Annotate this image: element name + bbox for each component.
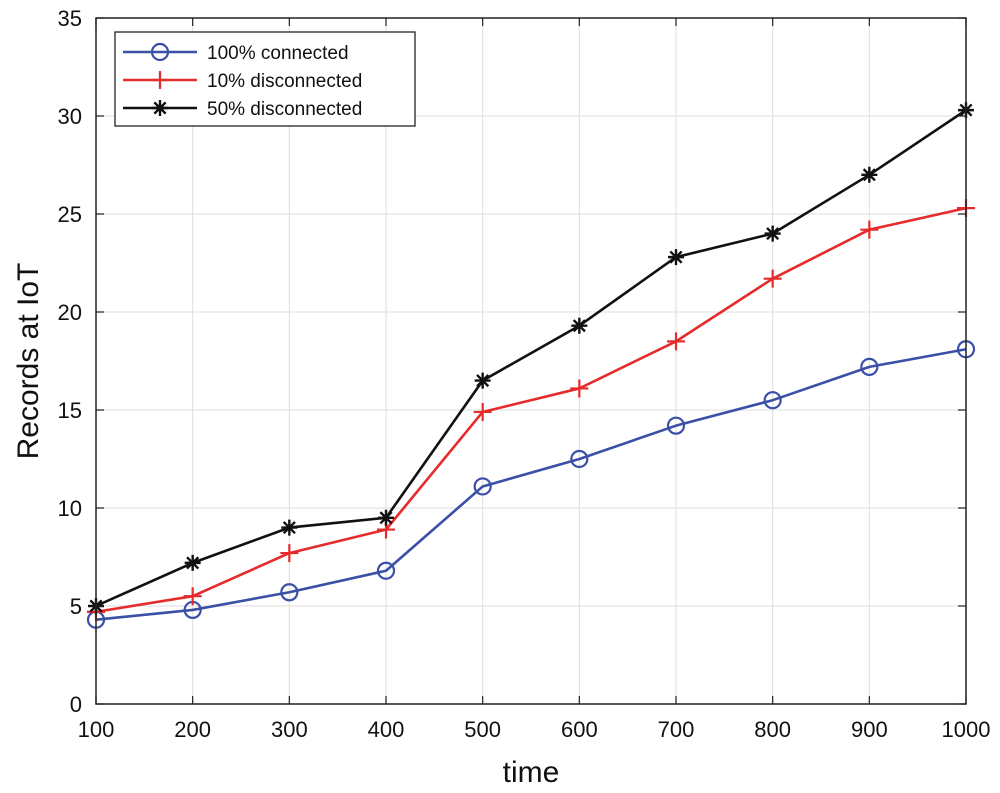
- y-tick-label: 20: [58, 300, 82, 325]
- y-tick-label: 25: [58, 202, 82, 227]
- data-point: [860, 357, 879, 376]
- data-point: [183, 587, 202, 606]
- data-point: [473, 402, 492, 421]
- series-line: [95, 109, 967, 608]
- data-point: [668, 249, 684, 266]
- x-tick-label: 100: [78, 717, 115, 742]
- data-point: [570, 379, 589, 398]
- data-point: [280, 583, 299, 602]
- data-point: [763, 391, 782, 410]
- data-point: [378, 509, 394, 526]
- legend-marker: [151, 71, 169, 89]
- x-tick-label: 700: [658, 717, 695, 742]
- x-tick-label: 400: [368, 717, 405, 742]
- legend-label: 100% connected: [207, 43, 349, 64]
- legend-marker: [150, 42, 170, 62]
- y-tick-label: 30: [58, 104, 82, 129]
- axis-ticks: 100 200 300 400 500 600 700 800 900 1000 0 5 10 15 20 2…: [58, 6, 991, 742]
- data-point: [666, 416, 686, 435]
- y-tick-label: 15: [58, 398, 82, 423]
- legend-item: 50% disconnected: [123, 99, 362, 120]
- legend-label: 50% disconnected: [207, 99, 362, 120]
- data-point: [860, 220, 879, 239]
- data-point: [281, 519, 298, 536]
- legend-item: 10% disconnected: [123, 71, 362, 92]
- series-line: [95, 206, 967, 614]
- x-tick-label: 800: [754, 717, 791, 742]
- data-point: [570, 449, 589, 469]
- series-line: [95, 347, 967, 622]
- data-point: [280, 544, 299, 563]
- y-tick-label: 10: [58, 496, 82, 521]
- data-point: [184, 554, 201, 571]
- legend: 100% connected 10% disconnected 50% discon…: [114, 31, 416, 127]
- x-tick-label: 500: [464, 717, 501, 742]
- plot-frame: [95, 17, 967, 705]
- data-point: [376, 561, 396, 580]
- data-point: [473, 477, 492, 496]
- x-tick-label: 300: [271, 717, 308, 742]
- data-point: [474, 372, 491, 389]
- legend-item: 100% connected: [123, 42, 349, 64]
- data-point: [861, 166, 878, 183]
- data-point: [667, 332, 685, 351]
- y-tick-label: 0: [70, 692, 82, 717]
- plot-area: [96, 18, 966, 704]
- x-tick-label: 1000: [942, 717, 991, 742]
- data-point: [763, 269, 782, 288]
- x-tick-label: 900: [851, 717, 888, 742]
- y-axis-title: Records at IoT: [12, 263, 45, 460]
- y-tick-label: 35: [58, 6, 82, 31]
- x-axis-title: time: [503, 756, 560, 789]
- data-point: [764, 225, 781, 242]
- y-tick-label: 5: [70, 594, 82, 619]
- data-point: [571, 317, 588, 334]
- legend-label: 10% disconnected: [207, 71, 362, 92]
- x-tick-label: 200: [174, 717, 211, 742]
- legend-marker: [152, 100, 168, 116]
- x-tick-label: 600: [561, 717, 598, 742]
